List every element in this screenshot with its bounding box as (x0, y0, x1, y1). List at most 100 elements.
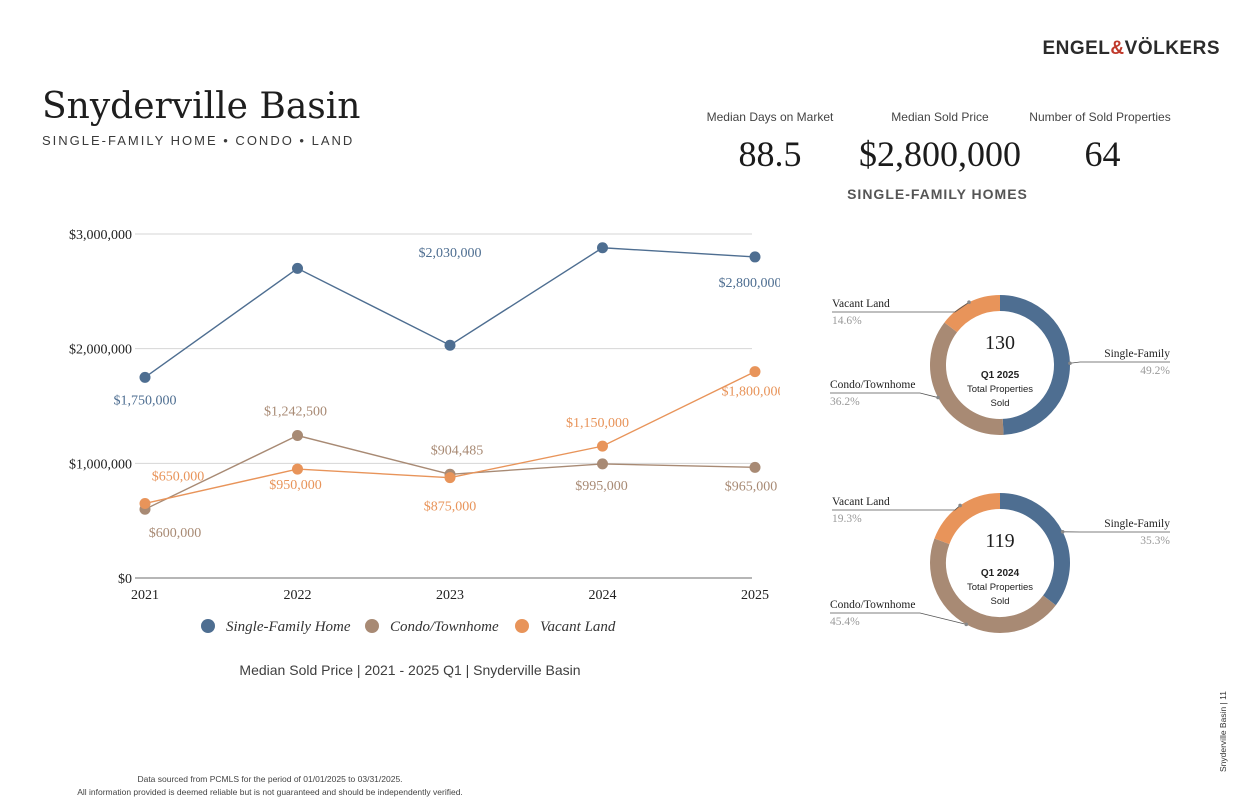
brand-logo: ENGEL&VÖLKERS (1000, 38, 1220, 60)
slice-name: Vacant Land (832, 298, 890, 310)
slice-percent: 36.2% (830, 396, 860, 408)
data-point (749, 251, 761, 263)
data-label: $950,000 (269, 478, 322, 493)
data-label: $2,030,000 (419, 246, 482, 261)
kpi-days-value: 88.5 (738, 134, 802, 174)
slice-name: Single-Family (1104, 348, 1170, 360)
data-point (749, 461, 761, 473)
data-label: $1,150,000 (566, 416, 629, 431)
data-label: $1,750,000 (114, 393, 177, 408)
data-point (139, 497, 151, 509)
page-number-label: Snyderville Basin | 11 (1218, 691, 1228, 772)
kpi-count-value: 64 (1084, 134, 1121, 174)
legend-label: Vacant Land (540, 619, 616, 635)
slice-name: Vacant Land (832, 496, 890, 508)
donut-slice-1 (930, 538, 1056, 633)
leader-line (830, 392, 939, 398)
leader-line (830, 612, 967, 625)
series-line-2 (144, 370, 756, 505)
slice-percent: 14.6% (832, 315, 862, 327)
data-point (597, 242, 608, 254)
footer-source: Data sourced from PCMLS for the period o… (137, 774, 403, 784)
kpi-note: SINGLE-FAMILY HOMES (847, 186, 1028, 202)
leader-dot (967, 300, 971, 305)
slice-name: Single-Family (1104, 518, 1170, 530)
y-tick-label: $2,000,000 (69, 343, 132, 358)
leader-dot (1060, 530, 1065, 534)
data-label: $2,800,000 (719, 276, 781, 291)
legend-marker (201, 619, 215, 633)
y-tick-label: $0 (118, 572, 132, 587)
line-chart: $0 $1,000,000 $2,000,000 $3,000,000 2021 2022… (69, 228, 781, 635)
brand-amp: & (1110, 38, 1125, 59)
y-tick-label: $3,000,000 (69, 228, 132, 243)
data-label: $965,000 (725, 479, 778, 494)
x-tick-label: 2023 (436, 588, 464, 603)
leader-dot (964, 622, 969, 627)
data-point (597, 458, 608, 470)
donut-chart-q1-2025: 130 Q1 2025 Total Properties Sold Single-Fam… (830, 295, 1170, 435)
series-line-0 (144, 247, 756, 378)
donut-slice-0 (999, 295, 1070, 435)
brand-left: ENGEL (1042, 38, 1111, 59)
slice-name: Condo/Townhome (830, 379, 915, 391)
donut-center-label: Q1 2025 (981, 370, 1020, 381)
legend-marker (365, 619, 379, 633)
data-label: $875,000 (424, 500, 477, 515)
leader-line (832, 505, 961, 511)
kpi-count-label: Number of Sold Properties (1029, 110, 1171, 124)
slice-percent: 45.4% (830, 616, 860, 628)
x-tick-label: 2025 (741, 588, 769, 603)
data-point (597, 440, 608, 452)
data-label: $1,800,000 (722, 385, 781, 400)
chart-caption: Median Sold Price | 2021 - 2025 Q1 | Sny… (239, 662, 581, 678)
x-tick-label: 2021 (131, 588, 159, 603)
page-number-text: Snyderville Basin | 11 (1218, 691, 1228, 772)
data-point (749, 366, 761, 378)
donut-center-sub: Total Properties (967, 582, 1033, 593)
data-label: $1,242,500 (264, 405, 327, 420)
data-label: $600,000 (149, 526, 202, 541)
page-title: Snyderville Basin (42, 86, 361, 127)
slice-percent: 49.2% (1140, 365, 1170, 377)
data-point (292, 430, 303, 442)
data-label: $995,000 (575, 479, 628, 494)
kpi-price-label: Median Sold Price (891, 110, 989, 124)
data-label: $904,485 (431, 443, 484, 458)
footer-disclaimer: All information provided is deemed relia… (77, 787, 463, 797)
leader-dot (958, 503, 962, 508)
data-label: $650,000 (152, 469, 205, 484)
kpi-days-label: Median Days on Market (706, 110, 834, 124)
donut-chart-q1-2024: 119 Q1 2024 Total Properties Sold Single-Fam… (830, 493, 1170, 633)
legend-label: Single-Family Home (226, 619, 351, 635)
donut-center-sub: Sold (990, 596, 1009, 607)
legend-label: Condo/Townhome (390, 619, 499, 635)
donut-slice-2 (934, 493, 1001, 545)
slice-name: Condo/Townhome (830, 599, 915, 611)
leader-dot (1068, 361, 1072, 366)
donut-center-sub: Total Properties (967, 384, 1033, 395)
data-point (292, 463, 303, 475)
data-point (292, 262, 303, 274)
data-point (139, 371, 151, 383)
page-subtitle: SINGLE-FAMILY HOME • CONDO • LAND (42, 133, 355, 148)
x-tick-label: 2024 (589, 588, 617, 603)
slice-percent: 35.3% (1140, 535, 1170, 547)
donut-slice-2 (944, 295, 1001, 333)
data-point (444, 472, 456, 484)
x-tick-label: 2022 (284, 588, 312, 603)
donut-center-label: Q1 2024 (981, 568, 1020, 579)
legend-marker (515, 619, 529, 633)
donut-center-sub: Sold (990, 398, 1009, 409)
leader-dot (936, 395, 940, 400)
donut-slice-1 (930, 322, 1004, 435)
leader-line (832, 301, 970, 313)
y-tick-label: $1,000,000 (69, 457, 132, 472)
slice-percent: 19.3% (832, 513, 862, 525)
data-point (444, 339, 456, 351)
donut-total: 130 (985, 332, 1015, 354)
donut-slice-0 (999, 493, 1070, 606)
brand-right: VÖLKERS (1124, 38, 1220, 59)
leader-line (1069, 361, 1170, 364)
donut-total: 119 (985, 530, 1014, 552)
